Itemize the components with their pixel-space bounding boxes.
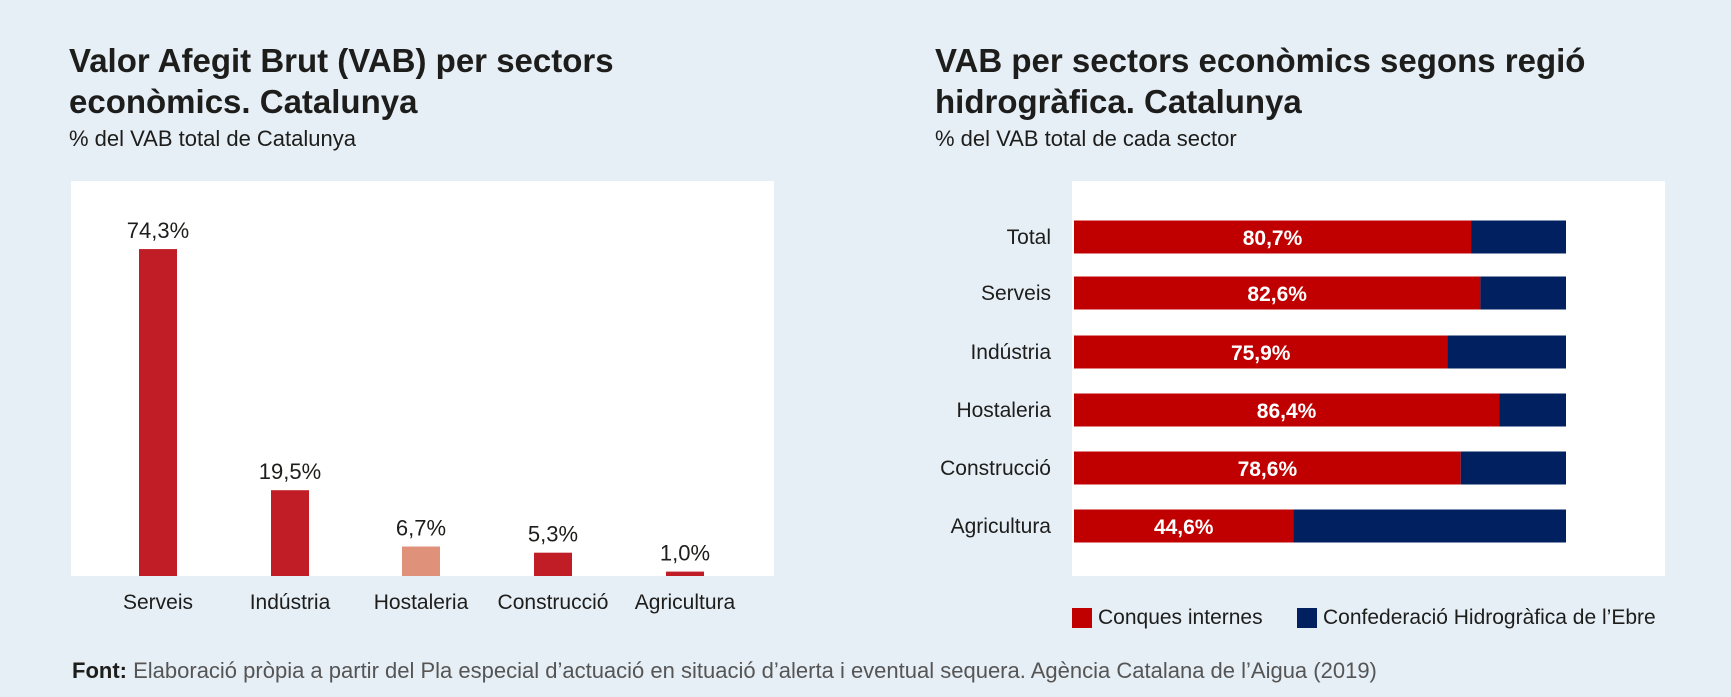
x-tick-label: Indústria	[250, 591, 331, 614]
y-tick-label: Serveis	[981, 282, 1051, 305]
right-chart-subtitle: % del VAB total de cada sector	[935, 126, 1237, 151]
right-chart-title: VAB per sectors econòmics segons regió h…	[935, 40, 1655, 122]
source-note: Font: Elaboració pròpia a partir del Pla…	[72, 658, 1377, 684]
y-tick-label: Construcció	[940, 457, 1051, 480]
x-tick-label: Construcció	[498, 591, 609, 614]
legend-swatch-conques	[1072, 608, 1092, 628]
right-chart-title-line1: VAB per sectors econòmics segons regió	[935, 42, 1586, 79]
legend-item-ebre: Confederació Hidrogràfica de l’Ebre	[1297, 606, 1656, 630]
legend-item-conques: Conques internes	[1072, 606, 1263, 630]
right-chart-title-line2: hidrogràfica. Catalunya	[935, 83, 1302, 120]
left-chart-title-line1: Valor Afegit Brut (VAB) per sectors	[69, 42, 614, 79]
source-text: Elaboració pròpia a partir del Pla espec…	[133, 658, 1377, 683]
legend-label-conques: Conques internes	[1098, 606, 1263, 629]
source-label: Font:	[72, 658, 127, 683]
left-chart-title: Valor Afegit Brut (VAB) per sectors econ…	[69, 40, 789, 122]
y-tick-label: Total	[1007, 226, 1051, 249]
y-tick-label: Indústria	[970, 341, 1051, 364]
legend-label-ebre: Confederació Hidrogràfica de l’Ebre	[1323, 606, 1656, 629]
x-tick-label: Serveis	[123, 591, 193, 614]
x-tick-label: Agricultura	[635, 591, 736, 614]
legend-swatch-ebre	[1297, 608, 1317, 628]
left-chart-title-line2: econòmics. Catalunya	[69, 83, 418, 120]
left-chart-subtitle: % del VAB total de Catalunya	[69, 126, 356, 151]
left-chart-panel	[71, 181, 774, 576]
y-tick-label: Agricultura	[951, 515, 1052, 538]
y-tick-label: Hostaleria	[956, 399, 1051, 422]
right-chart-panel	[1072, 181, 1665, 576]
x-tick-label: Hostaleria	[374, 591, 469, 614]
